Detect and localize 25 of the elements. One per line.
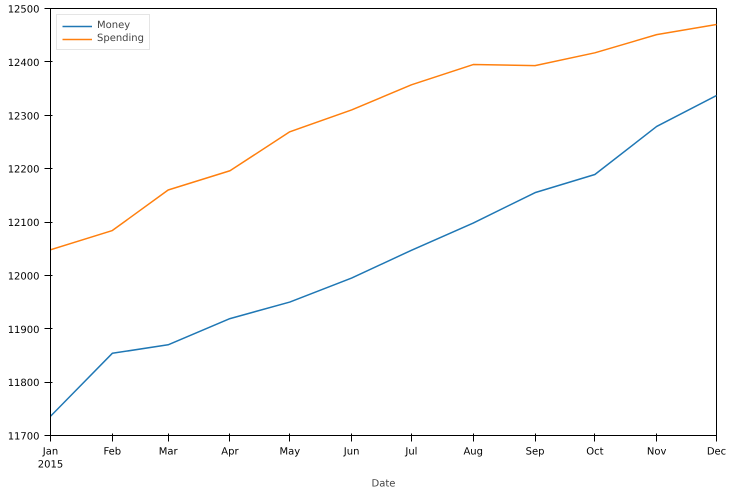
x-tick-label: Oct [586, 446, 604, 458]
x-tick-label: Dec [706, 446, 726, 458]
x-tick-label: May [279, 446, 300, 458]
x-tick-label: Feb [103, 446, 122, 458]
y-tick-label: 11700 [8, 432, 40, 442]
x-tick-label: Jul [404, 446, 418, 458]
x-tick-label: Nov [646, 446, 667, 458]
x-axis-title: Date [372, 478, 396, 490]
y-tick-label: 12500 [8, 4, 40, 16]
x-tick-label: Apr [221, 446, 240, 458]
legend-label: Money [97, 20, 130, 31]
y-tick-label: 11900 [8, 324, 40, 336]
y-tick-label: 12100 [8, 218, 40, 229]
x-tick-label: Jun [342, 446, 360, 458]
line-series [50, 94, 716, 418]
legend-label: Spending [97, 33, 144, 44]
x-tick-label: Mar [158, 446, 178, 458]
y-tick-label: 12300 [8, 111, 40, 122]
x-tick-label: Sep [526, 446, 544, 458]
y-tick-label: 12400 [8, 58, 40, 69]
x-tick-label: Aug [463, 446, 483, 458]
x-tick-label: Jan 2015 [38, 446, 64, 471]
y-tick-label: 12000 [8, 271, 40, 282]
y-tick-label: 12200 [8, 164, 40, 176]
y-tick-label: 11800 [8, 378, 40, 390]
